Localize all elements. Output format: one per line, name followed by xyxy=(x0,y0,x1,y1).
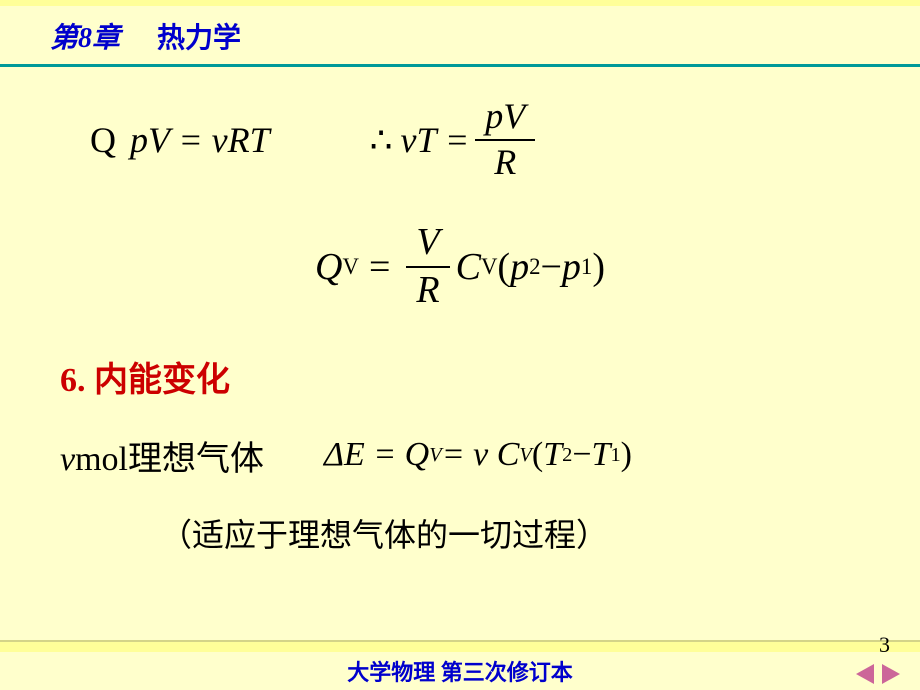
frac2-den: R xyxy=(406,268,449,312)
eq3-T1: T xyxy=(592,436,611,474)
footer-bar xyxy=(0,640,920,652)
eq2-Q: Q xyxy=(315,245,342,289)
eq2-minus: − xyxy=(540,245,561,289)
frac-num: pV xyxy=(475,97,535,141)
chapter-title: 热力学 xyxy=(157,23,241,54)
fraction-v-r: V R xyxy=(406,222,449,312)
eq3-T2: T xyxy=(543,436,562,474)
eq2-equals: = xyxy=(369,245,390,289)
eq3-close: ) xyxy=(621,436,632,474)
eq3-Q-sub: V xyxy=(429,444,441,467)
eq2-Q-sub: V xyxy=(342,254,358,280)
symbol-therefore: ∴ xyxy=(370,119,393,161)
eq3-body: ΔE = Q V = ν C V ( T 2 − T 1 ) xyxy=(324,436,632,474)
eq3-label-rest: mol理想气体 xyxy=(75,441,264,478)
eq2-p2-sub: 2 xyxy=(529,254,540,280)
eq2-p2: p xyxy=(510,245,529,289)
frac-den: R xyxy=(484,141,526,183)
eq3-minus: − xyxy=(572,436,591,474)
eq3-C-sub: V xyxy=(519,444,531,467)
content-area: Q pV = νRT ∴ νT = pV R Q V = V R C V ( p… xyxy=(0,67,920,556)
eq3-dE: ΔE = Q xyxy=(324,436,429,474)
prev-arrow-icon[interactable] xyxy=(856,664,874,684)
eq2-C: C xyxy=(456,245,481,289)
eq3-T1-sub: 1 xyxy=(610,444,620,467)
symbol-because: Q xyxy=(90,119,116,161)
page-number: 3 xyxy=(879,632,890,658)
eq1-left: Q pV = νRT xyxy=(90,119,270,161)
chapter-line: 第8章 热力学 xyxy=(0,6,920,56)
footer-text: 大学物理 第三次修订本 xyxy=(347,655,573,687)
equation-row-3: vmol理想气体 ΔE = Q V = ν C V ( T 2 − T 1 ) xyxy=(60,431,860,480)
eq3-T2-sub: 2 xyxy=(562,444,572,467)
next-arrow-icon[interactable] xyxy=(882,664,900,684)
footer: 大学物理 第三次修订本 3 xyxy=(0,640,920,690)
equation-row-2: Q V = V R C V ( p 2 − p 1 ) xyxy=(60,222,860,312)
note-text: （适应于理想气体的一切过程） xyxy=(60,510,860,556)
chapter-number: 第8章 xyxy=(50,23,120,54)
nav-arrows xyxy=(856,664,900,684)
eq2-C-sub: V xyxy=(481,254,497,280)
equation-row-1: Q pV = νRT ∴ νT = pV R xyxy=(60,97,860,182)
eq2-open: ( xyxy=(497,245,510,289)
frac2-num: V xyxy=(406,222,449,268)
fraction-pv-r: pV R xyxy=(475,97,535,182)
footer-content: 大学物理 第三次修订本 3 xyxy=(0,652,920,690)
eq1-right-lhs: νT = xyxy=(401,119,470,161)
eq1-body: pV = νRT xyxy=(130,119,270,161)
eq2-p1: p xyxy=(562,245,581,289)
eq2-close: ) xyxy=(592,245,605,289)
eq3-eq2: = ν C xyxy=(442,436,520,474)
eq3-label: vmol理想气体 xyxy=(60,431,264,480)
eq1-right: ∴ νT = pV R xyxy=(370,97,542,182)
section-heading: 6. 内能变化 xyxy=(60,352,860,401)
eq2-p1-sub: 1 xyxy=(581,254,592,280)
eq3-label-v: v xyxy=(60,441,75,478)
eq3-open: ( xyxy=(532,436,543,474)
